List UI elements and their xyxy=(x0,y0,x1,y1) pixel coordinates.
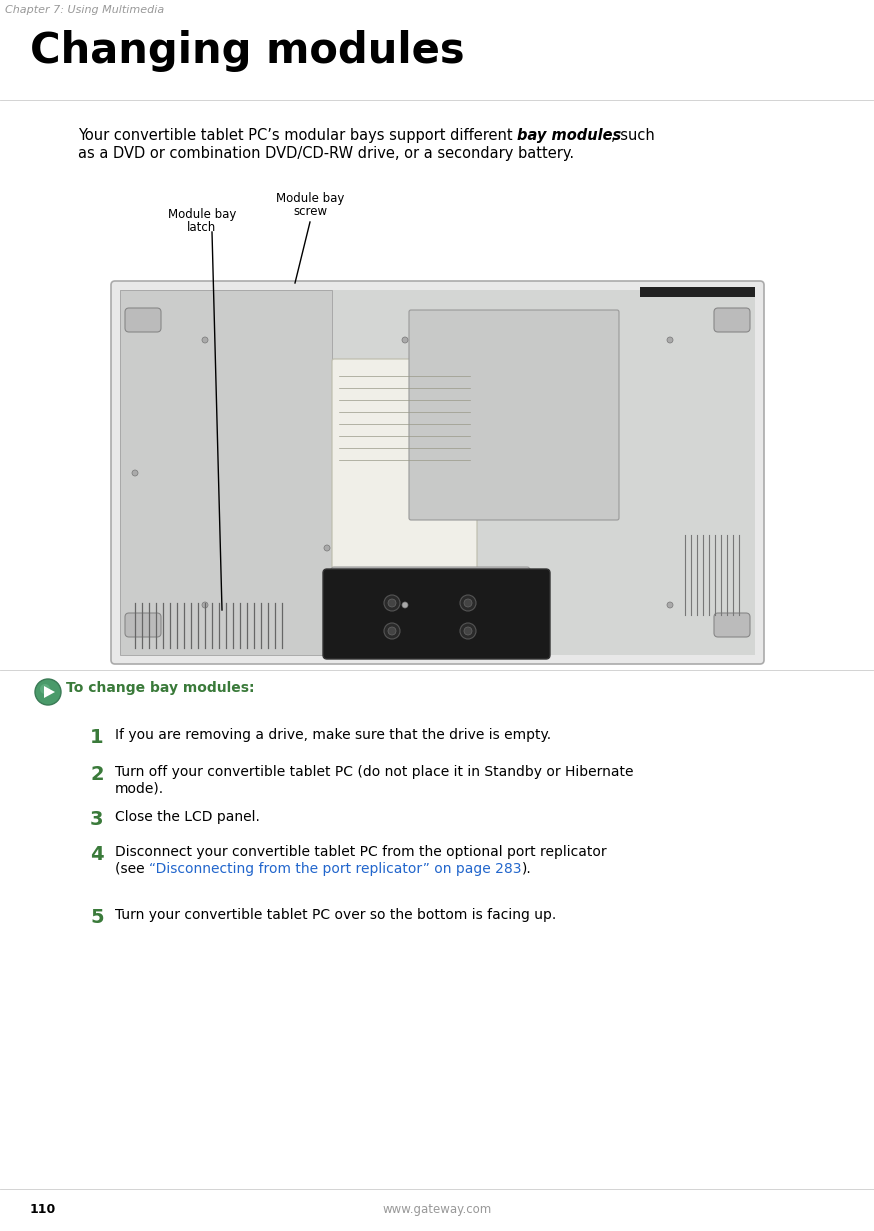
Text: Your convertible tablet PC’s modular bays support different: Your convertible tablet PC’s modular bay… xyxy=(78,128,517,143)
Circle shape xyxy=(460,595,476,611)
Circle shape xyxy=(40,684,50,694)
Text: Module bay: Module bay xyxy=(276,192,344,206)
Text: latch: latch xyxy=(187,222,217,234)
Circle shape xyxy=(464,627,472,635)
Circle shape xyxy=(384,595,400,611)
Text: screw: screw xyxy=(293,206,327,218)
Circle shape xyxy=(402,602,408,608)
Text: 3: 3 xyxy=(90,810,103,828)
Text: 1: 1 xyxy=(90,728,104,747)
Text: as a DVD or combination DVD/CD-RW drive, or a secondary battery.: as a DVD or combination DVD/CD-RW drive,… xyxy=(78,146,574,161)
Text: Close the LCD panel.: Close the LCD panel. xyxy=(115,810,260,824)
Bar xyxy=(640,287,755,297)
Circle shape xyxy=(202,602,208,608)
FancyBboxPatch shape xyxy=(331,567,530,648)
Text: To change bay modules:: To change bay modules: xyxy=(66,681,254,696)
Bar xyxy=(120,291,755,655)
Text: If you are removing a drive, make sure that the drive is empty.: If you are removing a drive, make sure t… xyxy=(115,728,551,742)
Text: ).: ). xyxy=(522,862,531,876)
FancyBboxPatch shape xyxy=(714,308,750,332)
Circle shape xyxy=(202,337,208,343)
Text: Disconnect your convertible tablet PC from the optional port replicator: Disconnect your convertible tablet PC fr… xyxy=(115,844,607,859)
Text: (see: (see xyxy=(115,862,149,876)
Text: Changing modules: Changing modules xyxy=(30,30,465,71)
Text: 4: 4 xyxy=(90,844,104,864)
FancyBboxPatch shape xyxy=(332,359,477,569)
Circle shape xyxy=(324,545,330,551)
Text: Chapter 7: Using Multimedia: Chapter 7: Using Multimedia xyxy=(5,5,164,15)
Circle shape xyxy=(388,599,396,607)
Circle shape xyxy=(464,599,472,607)
FancyBboxPatch shape xyxy=(409,310,619,519)
Circle shape xyxy=(132,470,138,476)
Text: bay modules: bay modules xyxy=(517,128,621,143)
FancyBboxPatch shape xyxy=(323,569,550,659)
Bar xyxy=(120,291,332,655)
Text: 5: 5 xyxy=(90,908,104,927)
FancyBboxPatch shape xyxy=(714,613,750,636)
FancyBboxPatch shape xyxy=(111,281,764,664)
Text: www.gateway.com: www.gateway.com xyxy=(383,1203,491,1216)
Circle shape xyxy=(667,602,673,608)
Circle shape xyxy=(384,623,400,639)
Circle shape xyxy=(460,623,476,639)
Circle shape xyxy=(667,337,673,343)
Text: Module bay: Module bay xyxy=(168,208,236,222)
Circle shape xyxy=(388,627,396,635)
Polygon shape xyxy=(44,686,55,698)
Text: mode).: mode). xyxy=(115,782,164,796)
Text: Turn off your convertible tablet PC (do not place it in Standby or Hibernate: Turn off your convertible tablet PC (do … xyxy=(115,764,634,779)
Text: 110: 110 xyxy=(30,1203,56,1216)
Circle shape xyxy=(35,680,61,705)
Text: “Disconnecting from the port replicator” on page 283: “Disconnecting from the port replicator”… xyxy=(149,862,522,876)
Circle shape xyxy=(402,337,408,343)
Text: Turn your convertible tablet PC over so the bottom is facing up.: Turn your convertible tablet PC over so … xyxy=(115,908,556,922)
FancyBboxPatch shape xyxy=(125,613,161,636)
FancyBboxPatch shape xyxy=(125,308,161,332)
Text: 2: 2 xyxy=(90,764,104,784)
Text: , such: , such xyxy=(611,128,655,143)
